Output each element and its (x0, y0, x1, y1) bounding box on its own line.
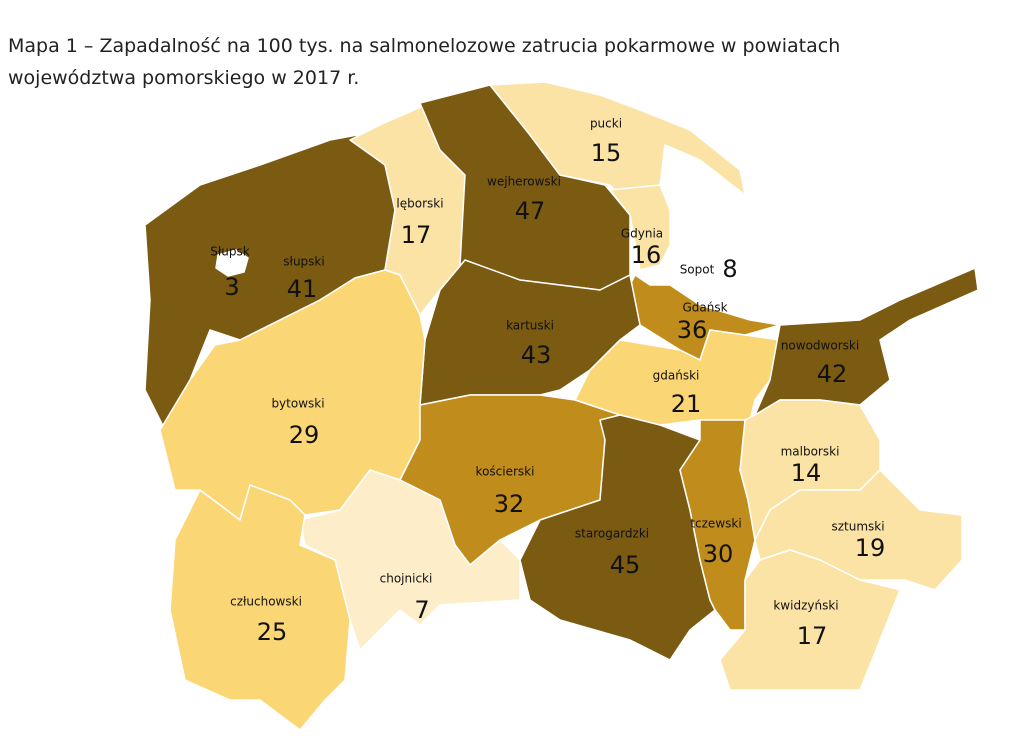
region-value: 14 (791, 459, 822, 487)
region-value: 16 (631, 241, 662, 269)
region (169, 484, 351, 731)
region-value: 21 (671, 390, 702, 418)
region-name: Gdańsk (682, 301, 727, 315)
region-name: człuchowski (230, 595, 302, 609)
region-value: 47 (515, 197, 546, 225)
region (489, 81, 746, 216)
region-value: 43 (521, 341, 552, 369)
region-name: pucki (590, 117, 622, 131)
region-name: tczewski (690, 517, 741, 531)
region-value: 7 (414, 596, 429, 624)
region-name: chojnicki (380, 572, 433, 586)
region-name: słupski (283, 255, 324, 269)
region-value: 17 (797, 622, 828, 650)
region-name: kwidzyński (773, 599, 838, 613)
region-name: kościerski (476, 465, 535, 479)
region-name: gdański (653, 369, 700, 383)
region (719, 549, 901, 691)
region-labels: Słupsk 3 słupski 41 lęborski 17 wejherowski 47 p… (210, 117, 885, 651)
region-value: 25 (257, 618, 288, 646)
region-value: 15 (591, 139, 622, 167)
region-name: nowodworski (781, 339, 859, 353)
region (609, 184, 671, 271)
region-value: 42 (817, 360, 848, 388)
region-name: Gdynia (621, 227, 663, 241)
title-line: Mapa 1 – Zapadalność na 100 tys. na salm… (8, 35, 840, 57)
region-value: 41 (287, 275, 318, 303)
title-line: województwa pomorskiego w 2017 r. (8, 67, 359, 89)
region (639, 261, 673, 286)
region-name: lęborski (396, 197, 443, 211)
region-value: 19 (855, 534, 886, 562)
region-value: 30 (703, 540, 734, 568)
region-name: sztumski (831, 520, 884, 534)
region-value: 3 (224, 273, 239, 301)
region-name: wejherowski (487, 175, 561, 189)
region-name: starogardzki (575, 527, 649, 541)
region-value: 32 (494, 490, 525, 518)
region-name: kartuski (506, 319, 554, 333)
region-name: Sopot (680, 263, 715, 277)
region-name: malborski (781, 445, 840, 459)
regions (144, 81, 979, 731)
region-value: 29 (289, 421, 320, 449)
region-name: Słupsk (210, 245, 250, 259)
region (215, 249, 249, 277)
region-value: 17 (401, 221, 432, 249)
region-name: bytowski (271, 397, 324, 411)
region-value: 8 (722, 255, 737, 283)
region-value: 45 (610, 551, 641, 579)
region-value: 36 (677, 316, 708, 344)
